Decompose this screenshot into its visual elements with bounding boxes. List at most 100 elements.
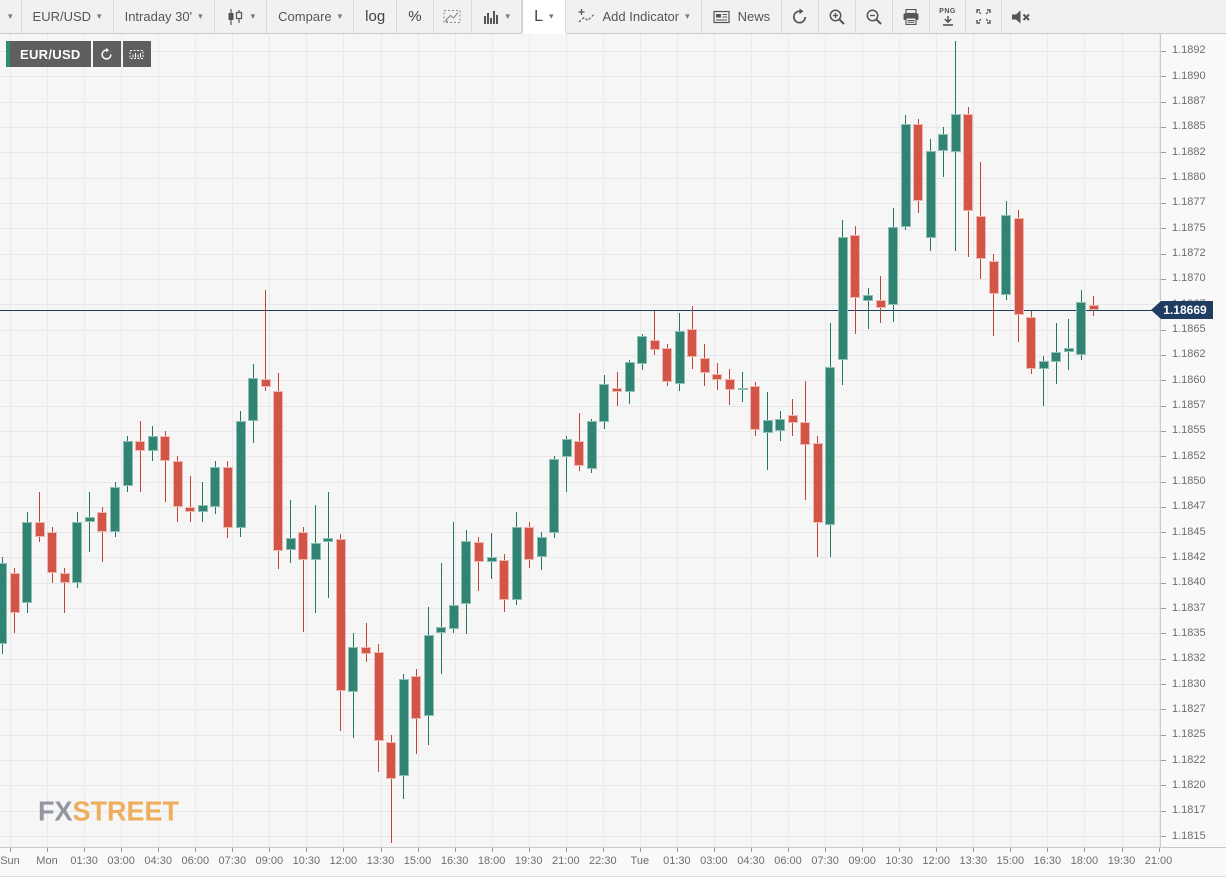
candle-body xyxy=(549,459,560,534)
collapse-menu-button[interactable]: ▾ xyxy=(0,0,22,33)
log-scale-button[interactable]: log xyxy=(354,0,398,33)
volume-histogram-button[interactable]: ▾ xyxy=(472,0,523,33)
candle-body xyxy=(448,605,459,630)
reload-icon xyxy=(99,47,114,62)
price-tick-label: 1.1822 xyxy=(1172,753,1206,766)
price-chart-plot[interactable]: FXSTREET xyxy=(0,34,1160,847)
candle-body xyxy=(812,443,823,523)
time-tick-label: 12:00 xyxy=(922,855,950,867)
candle-body xyxy=(185,506,196,512)
news-button[interactable]: News xyxy=(702,0,783,33)
chip-axis-settings-button[interactable] xyxy=(122,41,151,67)
symbol-chip: EUR/USD xyxy=(6,41,151,67)
candle-body xyxy=(499,559,509,600)
vertical-gridline xyxy=(602,34,604,847)
add-indicator-button[interactable]: Add Indicator ▾ xyxy=(566,0,702,33)
vertical-gridline xyxy=(269,34,271,847)
zoom-in-button[interactable] xyxy=(819,0,857,33)
price-tick-label: 1.1820 xyxy=(1172,778,1206,791)
current-price-line xyxy=(0,310,1160,312)
vertical-gridline xyxy=(491,34,493,847)
price-tick-label: 1.1892 xyxy=(1172,44,1206,57)
time-axis-tick xyxy=(1084,848,1086,852)
time-axis-tick xyxy=(10,848,11,852)
price-tick-label: 1.1842 xyxy=(1172,550,1206,563)
pattern-region-button[interactable] xyxy=(434,0,472,33)
chart-style-button[interactable]: L ▾ xyxy=(522,0,566,33)
time-tick-label: 18:00 xyxy=(477,855,506,867)
candle-wick xyxy=(302,527,304,633)
horizontal-gridline xyxy=(0,253,1160,255)
price-tick-label: 1.1885 xyxy=(1172,120,1206,133)
horizontal-gridline xyxy=(0,177,1160,179)
time-tick-label: 12:00 xyxy=(329,855,358,867)
horizontal-gridline xyxy=(0,354,1160,356)
horizontal-gridline xyxy=(0,582,1160,584)
time-tick-label: 13:30 xyxy=(366,855,395,867)
vertical-gridline xyxy=(788,34,789,847)
interval-select-button[interactable]: Intraday 30' ▾ xyxy=(114,0,215,33)
vertical-gridline xyxy=(1084,34,1086,847)
price-tick-label: 1.1872 xyxy=(1172,247,1206,259)
time-tick-label: 13:30 xyxy=(959,855,988,867)
time-axis-tick xyxy=(1010,848,1012,852)
candle-body xyxy=(913,123,924,201)
price-axis-tick xyxy=(1161,506,1166,508)
candle-wick xyxy=(440,562,442,674)
price-tick-label: 1.1845 xyxy=(1172,525,1206,538)
percent-scale-button[interactable]: % xyxy=(397,0,434,33)
candle-wick xyxy=(202,481,204,522)
chevron-down-icon: ▾ xyxy=(198,11,203,21)
print-button[interactable] xyxy=(893,0,931,33)
horizontal-gridline xyxy=(0,506,1160,508)
compare-button[interactable]: Compare ▾ xyxy=(267,0,355,33)
price-axis-tick xyxy=(1161,354,1166,356)
candle-body xyxy=(411,676,422,719)
vertical-gridline xyxy=(121,34,123,847)
refresh-button[interactable] xyxy=(782,0,820,33)
download-png-button[interactable]: PNG xyxy=(930,0,966,33)
horizontal-gridline xyxy=(0,836,1160,837)
price-tick-label: 1.1850 xyxy=(1172,475,1206,487)
chip-reload-button[interactable] xyxy=(92,41,121,67)
add-indicator-label: Add Indicator xyxy=(602,9,680,24)
candle-body xyxy=(586,420,597,470)
time-axis-tick xyxy=(121,848,123,852)
horizontal-gridline xyxy=(0,810,1160,812)
price-axis-tick xyxy=(1161,684,1166,686)
time-axis-tick xyxy=(84,848,86,852)
price-tick-label: 1.1847 xyxy=(1172,500,1206,513)
horizontal-gridline xyxy=(0,152,1160,154)
candle-body xyxy=(373,651,384,741)
vertical-gridline xyxy=(639,34,641,847)
vertical-gridline xyxy=(528,34,530,847)
time-axis[interactable]: Sun Mon 01:30 03:00 04:30 06:00 07:30 09:00 10:3… xyxy=(0,847,1226,876)
time-tick-label: 07:30 xyxy=(218,855,247,867)
candle-wick xyxy=(89,491,91,553)
vertical-gridline xyxy=(713,34,715,847)
mute-button[interactable] xyxy=(1002,0,1040,33)
price-tick-label: 1.1860 xyxy=(1172,373,1206,386)
horizontal-gridline xyxy=(0,608,1160,610)
time-axis-tick xyxy=(936,848,938,852)
zoom-out-button[interactable] xyxy=(856,0,894,33)
fullscreen-icon xyxy=(975,8,992,25)
chevron-down-icon: ▾ xyxy=(548,11,554,21)
horizontal-gridline xyxy=(0,76,1160,78)
time-axis-tick xyxy=(306,848,308,852)
candle-body xyxy=(561,438,572,458)
candle-wick xyxy=(390,734,392,844)
candle-body xyxy=(875,300,886,309)
candle-wick xyxy=(478,537,480,591)
horizontal-gridline xyxy=(0,380,1160,382)
candle-body xyxy=(950,113,961,153)
symbol-select-button[interactable]: EUR/USD ▾ xyxy=(22,0,114,33)
candle-body xyxy=(47,532,58,573)
fullscreen-button[interactable] xyxy=(966,0,1002,33)
candle-body xyxy=(386,741,397,780)
candle-body xyxy=(9,572,20,614)
price-tick-label: 1.1835 xyxy=(1172,626,1206,639)
price-axis[interactable]: 1.1892 1.1890 1.1887 1.1885 1.1882 1.1880 1.18… xyxy=(1160,34,1226,847)
chart-type-button[interactable]: ▾ xyxy=(215,0,268,33)
add-indicator-icon xyxy=(577,8,597,25)
